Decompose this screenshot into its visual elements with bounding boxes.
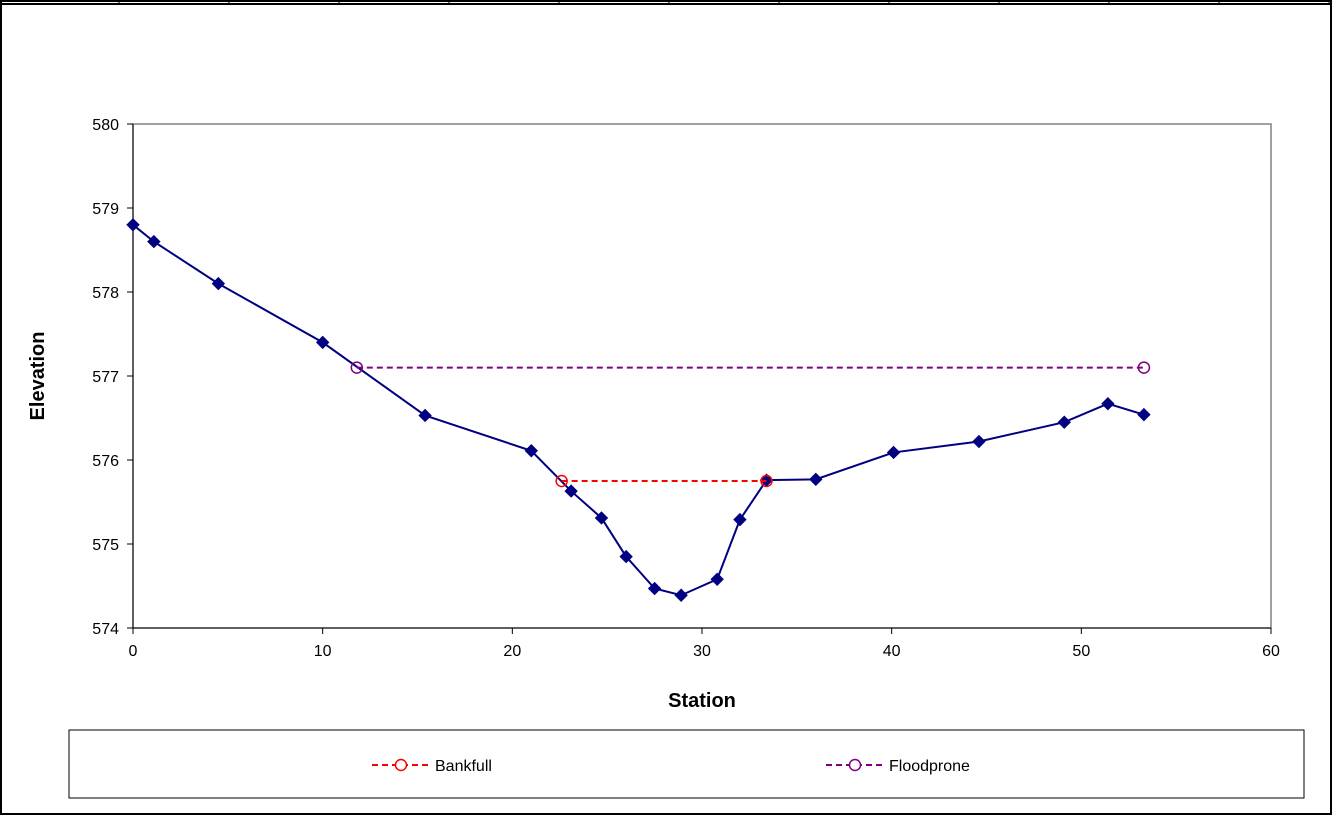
legend-label: Bankfull [435,758,492,775]
data-point [211,276,226,291]
data-point [674,588,688,602]
legend-box [68,729,1305,799]
data-point [315,335,330,350]
data-point [1137,407,1151,422]
series-ground-profile [126,218,1151,602]
data-point [1057,415,1071,429]
legend-label: Floodprone [889,758,970,775]
x-tick-label: 30 [693,643,711,660]
y-tick-label: 574 [92,621,119,638]
data-point [147,234,161,249]
series-line [132,224,1145,597]
legend-swatch-marker [394,758,408,772]
data-point [886,445,901,460]
data-point [564,484,578,498]
data-point [126,218,140,232]
y-tick-label: 579 [92,201,119,218]
series-bankfull [555,474,773,488]
data-point [418,408,432,423]
x-tick-label: 60 [1262,643,1280,660]
y-axis-title: Elevation [27,332,49,421]
x-tick-label: 20 [503,643,521,660]
plot-area [132,123,1272,629]
y-tick-label: 580 [92,117,119,134]
x-tick-label: 0 [129,643,138,660]
x-tick-label: 50 [1072,643,1090,660]
y-tick-label: 575 [92,537,119,554]
y-tick-label: 577 [92,369,119,386]
x-axis-title: Station [668,690,736,712]
y-tick-label: 578 [92,285,119,302]
series-floodprone [350,361,1151,374]
data-point [809,472,823,487]
legend-item-floodprone: Floodprone [826,758,970,775]
data-point [710,572,724,586]
data-point [760,474,773,488]
legend-swatch-marker [848,758,862,772]
data-point [733,512,747,527]
x-tick-label: 10 [314,643,332,660]
data-point [619,549,633,564]
y-tick-label: 576 [92,453,119,470]
data-point [555,474,568,488]
data-point [1101,397,1115,411]
data-point [972,434,986,449]
data-point [594,511,609,525]
data-point [524,444,539,458]
x-tick-label: 40 [883,643,901,660]
data-point [647,581,662,596]
data-point [350,361,364,374]
legend-item-bankfull: Bankfull [372,758,492,775]
data-point [1137,361,1151,374]
